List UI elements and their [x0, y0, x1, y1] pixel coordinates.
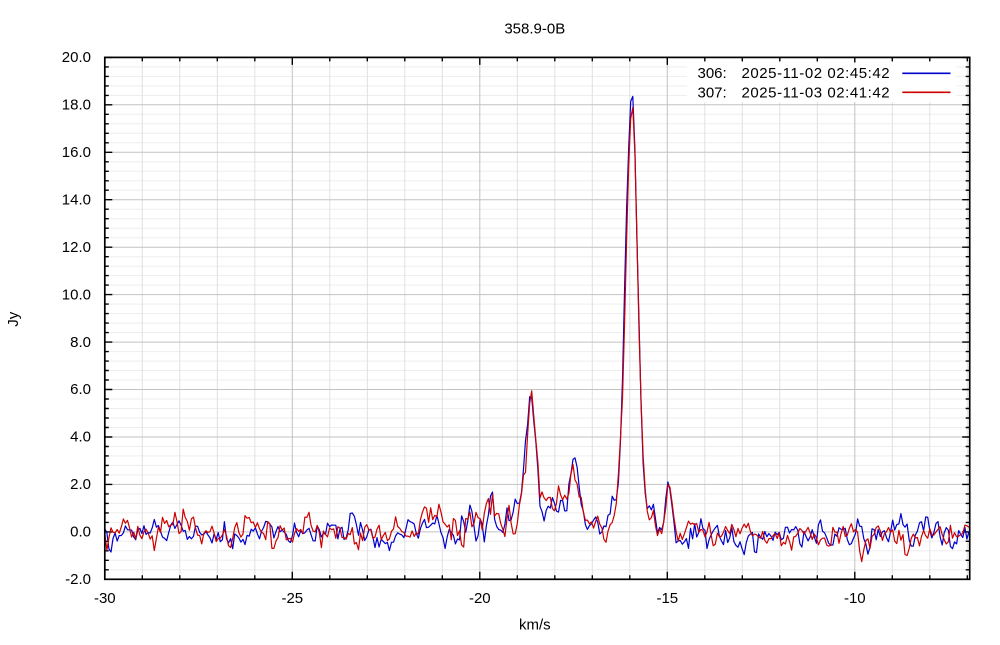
svg-text:-10: -10: [844, 590, 866, 607]
svg-text:-25: -25: [281, 590, 303, 607]
svg-text:2025-11-03 02:41:42: 2025-11-03 02:41:42: [742, 84, 891, 101]
svg-text:307:: 307:: [698, 84, 727, 101]
svg-text:358.9-0B: 358.9-0B: [504, 20, 565, 37]
svg-text:Jy: Jy: [5, 311, 22, 327]
svg-text:10.0: 10.0: [62, 286, 91, 303]
svg-text:0.0: 0.0: [70, 524, 91, 541]
svg-text:4.0: 4.0: [70, 429, 91, 446]
svg-text:2.0: 2.0: [70, 476, 91, 493]
svg-text:306:: 306:: [698, 65, 727, 82]
svg-text:6.0: 6.0: [70, 381, 91, 398]
svg-text:20.0: 20.0: [62, 49, 91, 66]
svg-text:-15: -15: [656, 590, 678, 607]
svg-text:12.0: 12.0: [62, 239, 91, 256]
svg-text:-30: -30: [94, 590, 116, 607]
svg-text:2025-11-02 02:45:42: 2025-11-02 02:45:42: [742, 65, 891, 82]
svg-text:14.0: 14.0: [62, 191, 91, 208]
svg-text:-20: -20: [469, 590, 491, 607]
svg-text:-2.0: -2.0: [65, 571, 91, 588]
svg-text:16.0: 16.0: [62, 144, 91, 161]
svg-text:8.0: 8.0: [70, 334, 91, 351]
svg-text:km/s: km/s: [519, 617, 551, 634]
svg-text:18.0: 18.0: [62, 97, 91, 114]
